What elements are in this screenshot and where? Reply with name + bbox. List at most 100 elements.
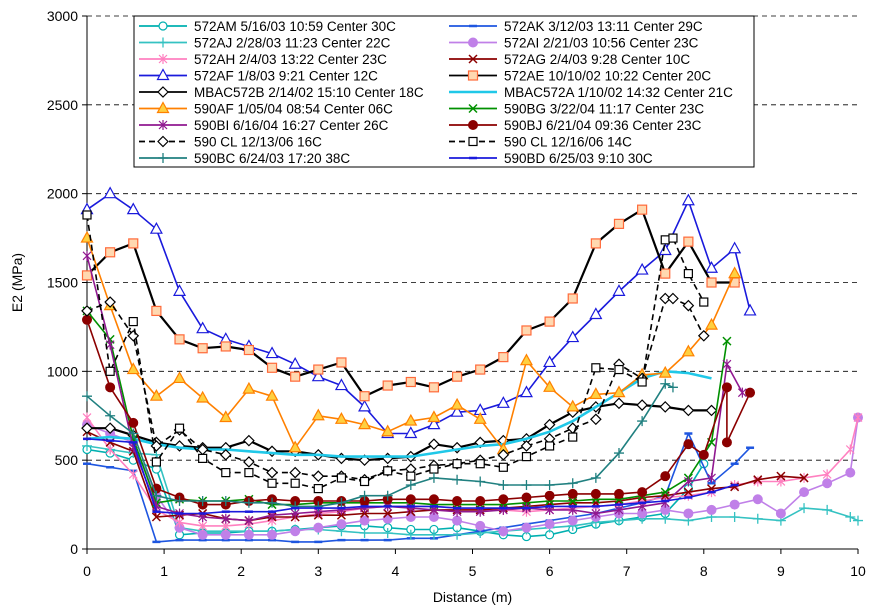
data-point xyxy=(359,490,370,501)
data-point xyxy=(220,341,231,352)
data-point xyxy=(219,410,233,423)
series-14 xyxy=(82,314,756,510)
data-point xyxy=(658,365,672,378)
series-18 xyxy=(83,437,739,515)
legend-marker xyxy=(468,103,478,114)
data-point xyxy=(544,490,555,501)
legend-item: 590BG 3/22/04 11:17 Center 23C xyxy=(449,102,704,117)
data-point xyxy=(799,487,810,498)
data-point xyxy=(265,388,279,401)
data-point xyxy=(197,496,208,507)
data-point xyxy=(451,371,463,382)
y-tick-label: 1500 xyxy=(47,275,78,291)
data-point xyxy=(428,472,439,483)
series-line xyxy=(86,192,751,435)
data-point xyxy=(667,292,679,305)
data-point xyxy=(427,417,441,430)
data-point xyxy=(475,459,485,469)
data-point xyxy=(721,382,732,393)
legend-marker xyxy=(158,120,168,130)
data-point xyxy=(405,494,416,505)
data-point xyxy=(753,475,763,485)
axes: 0 500 1000 1500 2000 2500 3000 0 1 2 3 4 5 6 7 8 9 10 xyxy=(47,8,866,579)
data-point xyxy=(219,448,232,461)
data-point xyxy=(475,364,486,375)
data-point xyxy=(382,490,393,501)
data-point xyxy=(404,426,418,439)
data-point xyxy=(822,504,833,515)
data-point xyxy=(635,262,649,275)
legend-label: 590BC 6/24/03 17:20 38C xyxy=(194,151,350,166)
legend-item: MBAC572A 1/10/02 14:32 Center 21C xyxy=(449,85,733,100)
series-11 xyxy=(80,230,742,455)
legend-label: 572AK 3/12/03 13:11 Center 29C xyxy=(504,19,703,34)
data-point xyxy=(427,410,441,423)
data-point xyxy=(313,522,324,533)
x-tick-label: 10 xyxy=(850,563,866,579)
data-point xyxy=(405,480,416,491)
data-point xyxy=(290,371,301,382)
data-point xyxy=(543,380,557,392)
legend-item: 590BC 6/24/03 17:20 38C xyxy=(139,151,350,166)
legend-marker xyxy=(468,54,478,64)
legend-item: 572AJ 2/28/03 11:23 Center 22C xyxy=(139,36,391,51)
legend-item: 572AH 2/4/03 13:22 Center 23C xyxy=(139,52,387,67)
data-point xyxy=(334,412,348,424)
data-point xyxy=(151,512,161,522)
data-point xyxy=(197,343,208,354)
legend-label: 590AF 1/05/04 08:54 Center 06C xyxy=(194,102,393,117)
data-point xyxy=(288,356,302,369)
data-point xyxy=(313,483,323,494)
data-point xyxy=(521,480,532,491)
series-10 xyxy=(86,370,712,458)
data-point xyxy=(404,413,418,426)
data-point xyxy=(519,385,533,398)
data-point xyxy=(660,235,670,245)
data-point xyxy=(775,508,786,519)
data-point xyxy=(336,519,347,530)
data-point xyxy=(705,404,718,417)
data-point xyxy=(290,478,300,488)
data-point xyxy=(175,517,184,528)
data-point xyxy=(452,459,462,469)
data-point xyxy=(243,529,254,540)
data-point xyxy=(743,303,757,316)
data-point xyxy=(660,471,671,482)
data-point xyxy=(567,293,578,304)
data-point xyxy=(82,391,92,402)
data-point xyxy=(336,357,347,368)
data-point xyxy=(81,305,93,317)
data-point xyxy=(544,519,555,530)
data-point xyxy=(845,467,856,478)
y-tick-label: 0 xyxy=(70,541,78,557)
data-point xyxy=(405,376,416,388)
data-point xyxy=(589,307,603,320)
data-point xyxy=(612,284,626,296)
data-point xyxy=(682,299,695,312)
data-point xyxy=(244,468,254,478)
legend-item: 590BD 6/25/03 9:10 30C xyxy=(449,151,653,166)
data-point xyxy=(659,401,672,413)
data-point xyxy=(475,496,486,507)
data-point xyxy=(637,487,648,498)
legend-item: 572AE 10/10/02 10:22 Center 20C xyxy=(449,69,711,84)
data-point xyxy=(406,471,416,481)
data-point xyxy=(544,441,555,451)
data-point xyxy=(566,330,580,343)
y-tick-label: 3000 xyxy=(47,8,78,24)
data-point xyxy=(103,186,117,199)
x-tick-label: 6 xyxy=(546,563,554,579)
data-point xyxy=(81,270,93,281)
legend-marker xyxy=(467,70,479,81)
data-point xyxy=(359,528,370,539)
series-line xyxy=(86,448,705,538)
data-point xyxy=(151,457,161,467)
legend-label: MBAC572A 1/10/02 14:32 Center 21C xyxy=(504,85,733,100)
legend-label: 590 CL 12/16/06 14C xyxy=(504,135,632,150)
data-point xyxy=(660,513,671,524)
legend-label: 572AG 2/4/03 9:28 Center 10C xyxy=(504,52,690,67)
data-point xyxy=(221,468,231,478)
data-point xyxy=(266,466,278,479)
data-point xyxy=(683,476,693,487)
